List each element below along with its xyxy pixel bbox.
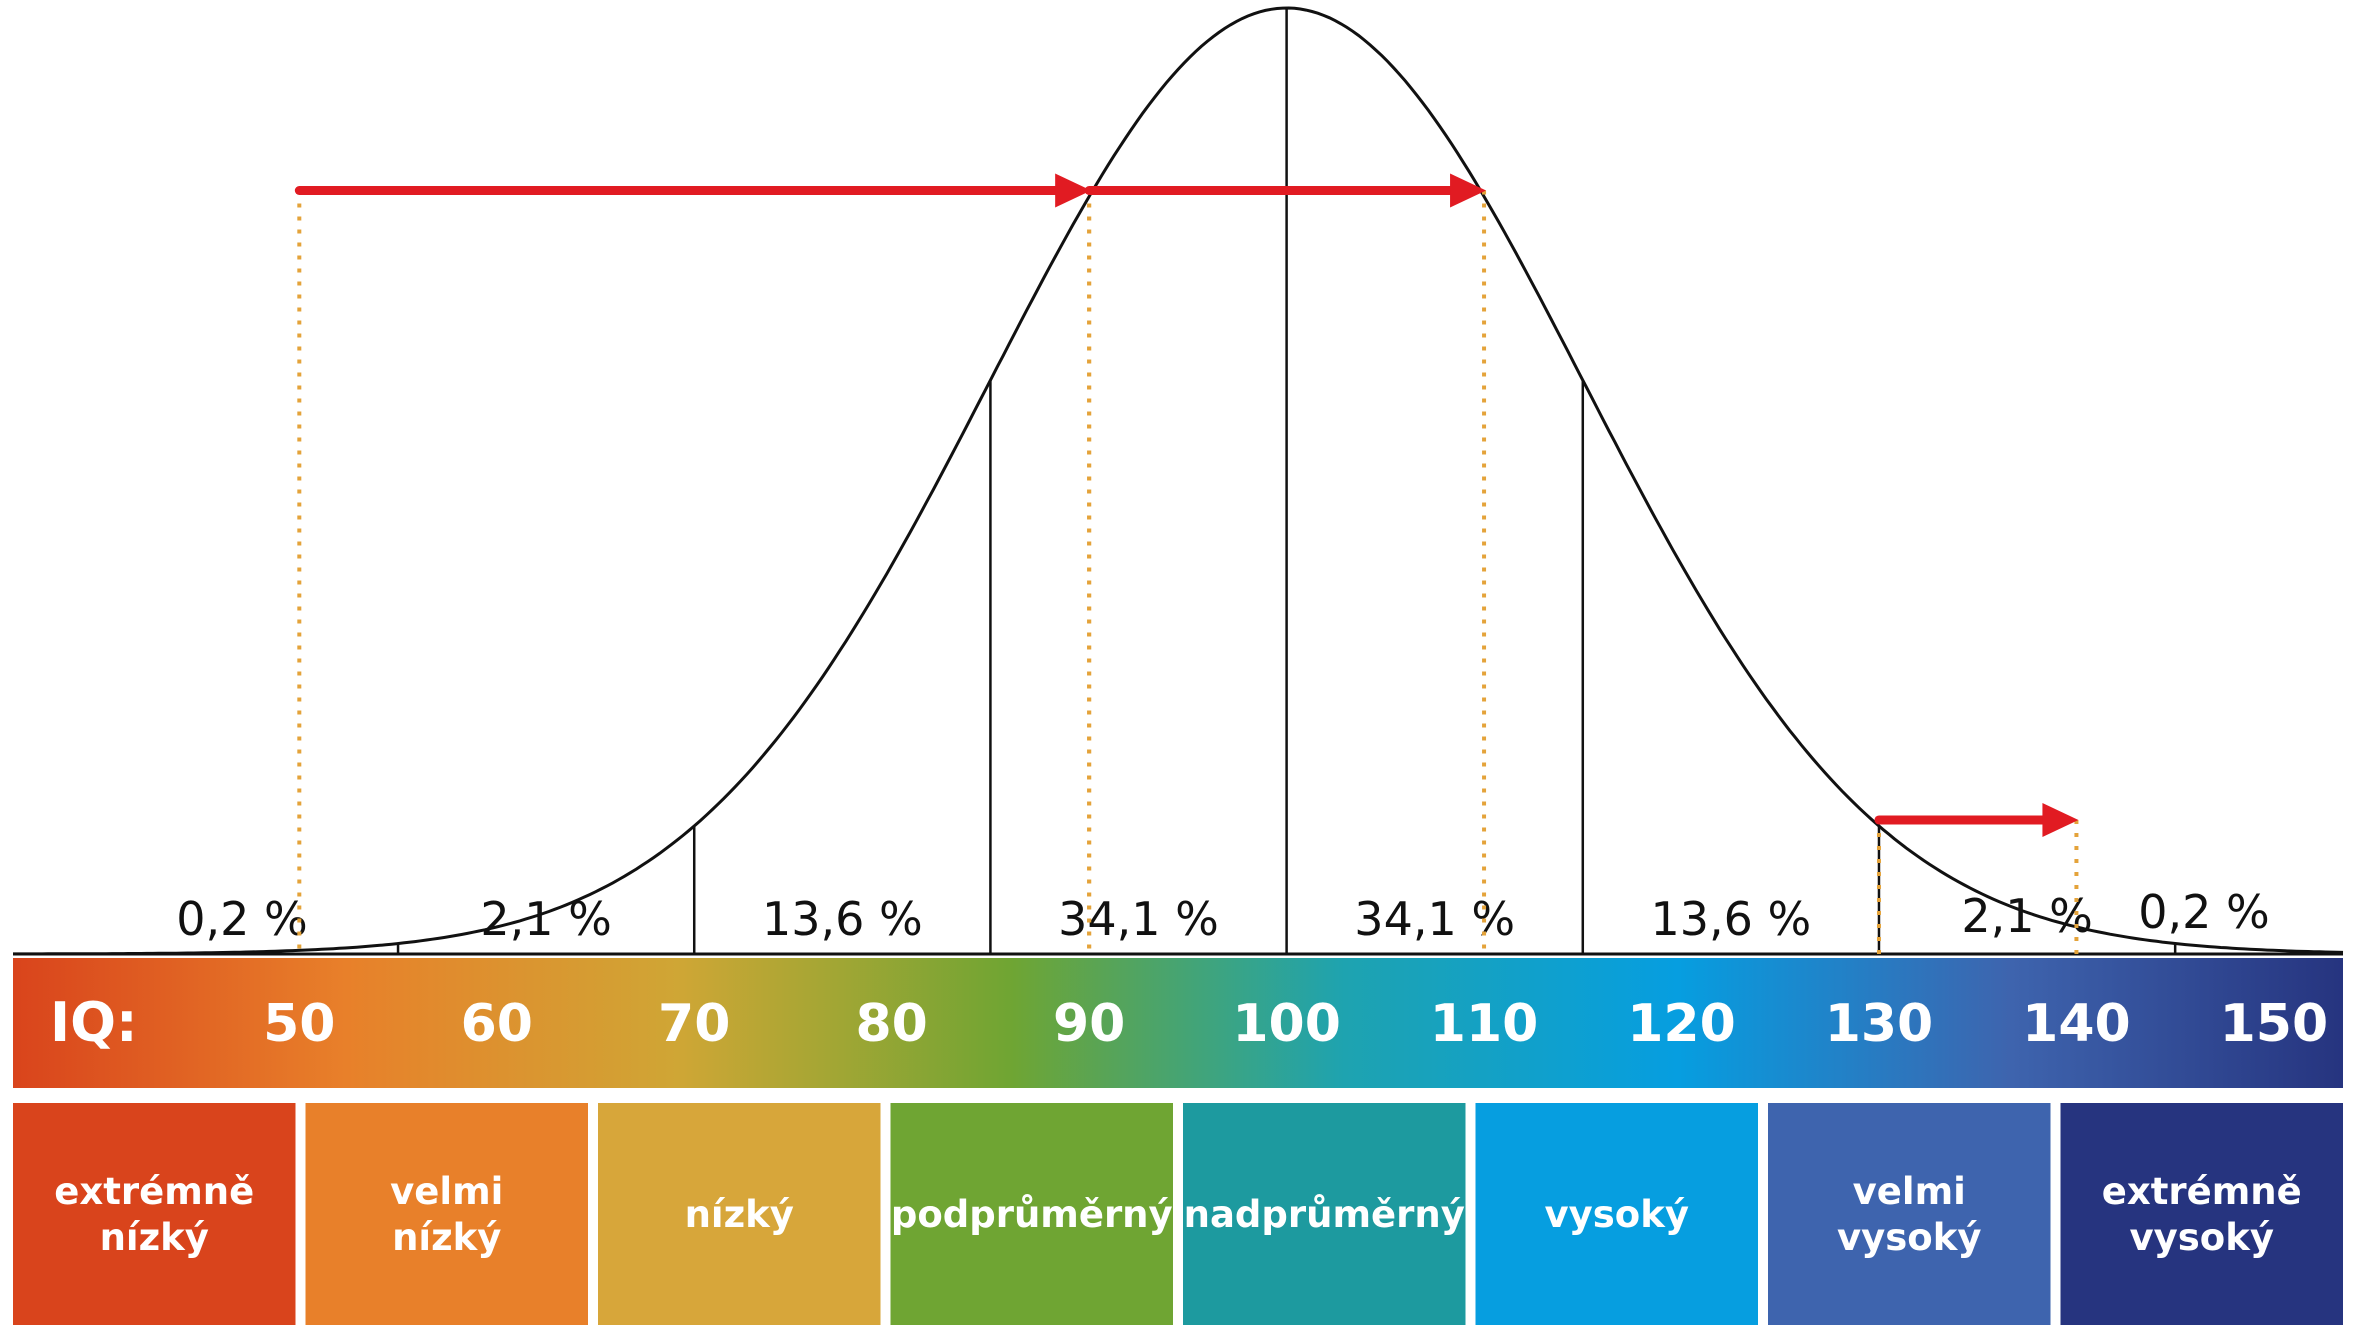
category-label: velmi [1853, 1170, 1966, 1213]
category-label: nadprůměrný [1184, 1193, 1465, 1236]
category-label: extrémně [2102, 1170, 2302, 1213]
segment-percentage: 2,1 % [1961, 889, 2093, 943]
segment-percentage: 0,2 % [2138, 885, 2270, 939]
segment-percentage: 13,6 % [762, 892, 923, 946]
category-label: vysoký [2130, 1216, 2274, 1259]
category-label: vysoký [1545, 1193, 1689, 1236]
category-label: velmi [390, 1170, 503, 1213]
iq-scale-bar [13, 958, 2343, 1088]
segment-percentage: 2,1 % [480, 892, 612, 946]
iq-tick-label: 120 [1627, 994, 1736, 1054]
category-label: extrémně [54, 1170, 254, 1213]
segment-percentage: 0,2 % [176, 892, 308, 946]
category-box [890, 1103, 1173, 1325]
range-arrow-head [2042, 802, 2079, 837]
category-box [1768, 1103, 2051, 1325]
category-label: nízký [100, 1216, 209, 1259]
category-box [13, 1103, 296, 1325]
normal-curve [13, 6, 2344, 956]
iq-tick-label: 50 [263, 994, 335, 1054]
iq-axis-label: IQ: [50, 991, 138, 1054]
segment-percentage: 13,6 % [1650, 892, 1811, 946]
iq-tick-label: 140 [2022, 994, 2131, 1054]
category-label: nízký [685, 1193, 794, 1236]
category-label: nízký [392, 1216, 501, 1259]
category-label: podprůměrný [891, 1193, 1173, 1236]
iq-tick-label: 130 [1825, 994, 1934, 1054]
category-label: vysoký [1837, 1216, 1981, 1259]
category-box [2060, 1103, 2343, 1325]
segment-percentage: 34,1 % [1354, 892, 1515, 946]
iq-tick-label: 90 [1053, 994, 1125, 1054]
iq-tick-label: 100 [1232, 994, 1341, 1054]
category-box [1475, 1103, 1758, 1325]
range-arrow-head [1450, 173, 1487, 208]
iq-tick-label: 110 [1430, 994, 1539, 1054]
iq-tick-label: 60 [461, 994, 533, 1054]
category-box [305, 1103, 588, 1325]
segment-percentage: 34,1 % [1058, 892, 1219, 946]
iq-tick-label: 80 [855, 994, 927, 1054]
iq-tick-label: 150 [2220, 994, 2329, 1054]
range-arrow-head [1055, 173, 1092, 208]
iq-tick-label: 70 [658, 994, 730, 1054]
category-box [598, 1103, 881, 1325]
category-box [1183, 1103, 1466, 1325]
